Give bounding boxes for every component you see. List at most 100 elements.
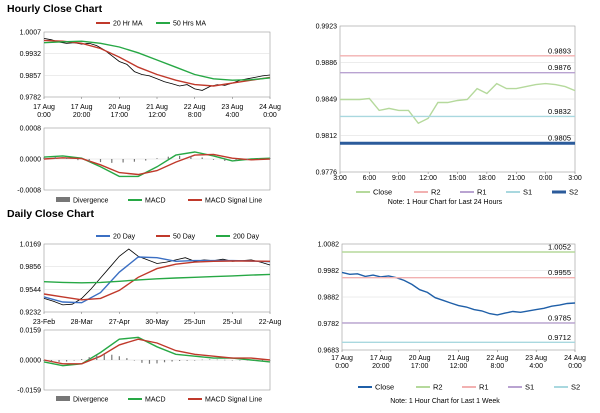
divergence-bar	[118, 356, 120, 360]
divergence-bar	[269, 158, 271, 159]
y-tick-label: 0.9856	[20, 264, 42, 271]
level-label: 0.9955	[548, 268, 571, 277]
divergence-bar	[163, 360, 166, 363]
legend-label: Close	[375, 383, 394, 392]
legend-label: Divergence	[73, 397, 109, 404]
y-tick-label: -0.0008	[17, 188, 41, 195]
x-tick-label: 28-Mar	[71, 319, 94, 326]
y-tick-label: 0.9782	[20, 95, 42, 102]
divergence-bar	[190, 156, 192, 159]
divergence-bar	[81, 359, 83, 360]
series-line-macd-signal-line	[43, 153, 271, 176]
divergence-bar	[186, 360, 188, 361]
y-tick-label: 1.0007	[20, 30, 42, 37]
x-tick-label: 17 Aug 0:00	[33, 104, 55, 119]
divergence-bar	[171, 360, 173, 362]
y-tick-label: 0.9683	[318, 348, 340, 355]
y-tick-label: 0.9857	[20, 73, 42, 80]
y-tick-label: 0.0000	[20, 157, 42, 164]
divergence-bar	[133, 159, 135, 162]
series-line-200-day	[43, 273, 271, 284]
legend-label: S2	[569, 188, 578, 197]
y-tick-label: 0.9882	[318, 295, 340, 302]
series-line-50-hrs-ma	[43, 40, 271, 81]
x-tick-label: 24 Aug 0:00	[564, 355, 586, 370]
y-tick-label: -0.0159	[17, 388, 41, 395]
legend-label: 50 Day	[173, 234, 196, 241]
x-tick-label: 24 Aug 0:00	[259, 104, 281, 119]
divergence-bar	[126, 358, 128, 360]
divergence-bar	[73, 360, 75, 361]
y-tick-label: 0.9932	[20, 51, 42, 58]
legend-label: MACD	[145, 198, 166, 205]
level-label: 1.0052	[548, 242, 571, 251]
x-tick-label: 20 Aug 17:00	[409, 355, 431, 370]
y-tick-label: 0.9923	[316, 24, 338, 31]
divergence-bar	[50, 360, 53, 362]
daily-macd-chart: 0.0159 0.0000 -0.0159 Divergence MACD MACD Si…	[17, 328, 271, 404]
x-tick-label: 15:00	[449, 175, 467, 182]
level-label: 0.9805	[548, 134, 571, 143]
legend-label: MACD Signal Line	[205, 397, 262, 404]
divergence-bar	[96, 355, 98, 360]
daily-price-chart: 1.0169 0.9856 0.9544 0.9232 23-Feb 28-Mar 27-A…	[20, 234, 282, 327]
divergence-bar	[269, 360, 271, 361]
divergence-bar	[258, 158, 260, 160]
legend-label: S1	[523, 188, 532, 197]
divergence-bar	[111, 354, 113, 360]
x-tick-label: 27-Apr	[109, 319, 131, 326]
y-tick-label: 0.9544	[20, 287, 42, 294]
x-tick-label: 25-Jun	[184, 319, 206, 326]
divergence-bar	[224, 359, 226, 361]
divergence-bar	[58, 360, 60, 362]
x-tick-label: 22 Aug 8:00	[486, 355, 508, 370]
x-tick-label: 17 Aug 20:00	[71, 104, 93, 119]
y-tick-label: 0.9232	[20, 310, 42, 317]
divergence-bar	[246, 159, 248, 160]
series-line-close	[340, 82, 576, 125]
legend-swatch	[56, 396, 70, 401]
x-tick-label: 12:00	[419, 175, 437, 182]
y-tick-label: 0.9849	[316, 97, 338, 104]
x-tick-label: 23-Feb	[33, 319, 55, 326]
divergence-bar	[194, 360, 196, 361]
y-tick-label: 0.9982	[318, 268, 340, 275]
y-tick-label: 0.9812	[316, 133, 338, 140]
divergence-bar	[179, 360, 181, 361]
series-line-close	[341, 271, 576, 316]
hourly-section-title: Hourly Close Chart	[7, 3, 103, 15]
legend-label: 200 Day	[233, 234, 260, 241]
legend-label: Divergence	[73, 198, 109, 205]
daily-section-title: Daily Close Chart	[7, 208, 94, 220]
level-label: 0.9712	[548, 333, 571, 342]
hourly-macd-chart: 0.0008 0.0000 -0.0008 Divergence MACD MACD Si…	[17, 126, 271, 205]
divergence-bar	[43, 360, 45, 361]
level-label: 0.9785	[548, 313, 571, 322]
level-label: 0.9832	[548, 107, 571, 116]
divergence-bar	[235, 159, 237, 161]
divergence-bar	[212, 159, 215, 160]
x-tick-label: 3:00	[333, 175, 347, 182]
divergence-bar	[66, 360, 68, 362]
y-tick-label: 0.9886	[316, 60, 338, 67]
series-line-macd	[43, 151, 271, 178]
legend-label: 20 Hr MA	[113, 21, 143, 28]
divergence-bar	[239, 360, 241, 361]
y-tick-label: 1.0169	[20, 242, 42, 249]
series-line-20-hr-ma	[43, 39, 271, 87]
x-tick-label: 20 Aug 17:00	[108, 104, 130, 119]
divergence-bar	[66, 157, 68, 159]
divergence-bar	[43, 157, 45, 159]
x-tick-label: 18:00	[478, 175, 496, 182]
divergence-bar	[103, 354, 105, 360]
divergence-bar	[122, 159, 124, 163]
x-tick-label: 0:00	[539, 175, 553, 182]
x-tick-label: 17 Aug 20:00	[370, 355, 392, 370]
divergence-bar	[77, 159, 79, 161]
y-tick-label: 0.0008	[20, 126, 42, 133]
x-tick-label: 9:00	[392, 175, 406, 182]
divergence-bar	[148, 360, 151, 364]
x-tick-label: 23 Aug 4:00	[525, 355, 547, 370]
